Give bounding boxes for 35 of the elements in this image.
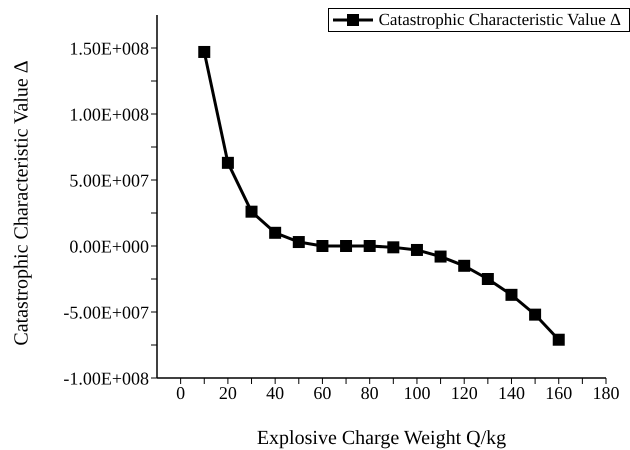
point [529, 308, 542, 321]
x-tick-label: 140 [498, 382, 525, 403]
y-tick-label: 1.00E+008 [69, 104, 149, 124]
y-tick-label: -5.00E+007 [63, 302, 149, 322]
x-tick-label: 180 [592, 382, 620, 403]
x-tick-label: 20 [218, 382, 237, 403]
x-axis-title: Explosive Charge Weight Q/kg [256, 427, 506, 449]
point [505, 288, 518, 301]
y-tick-label: 1.50E+008 [69, 38, 149, 58]
point [552, 334, 565, 346]
point [387, 241, 400, 254]
y-axis-title: Catastrophic Characteristic Value Δ [10, 60, 34, 346]
point [269, 226, 282, 239]
x-tick-label: 100 [403, 382, 430, 403]
x-tick-label: 80 [360, 382, 379, 403]
point [222, 156, 234, 169]
y-tick-label: 0.00E+000 [69, 236, 149, 256]
point [458, 260, 470, 272]
point [340, 240, 352, 252]
point [246, 206, 258, 218]
point [198, 46, 210, 58]
y-tick-label: -1.00E+008 [63, 368, 149, 388]
x-tick-label: 160 [545, 382, 572, 403]
point [364, 240, 376, 252]
point [482, 273, 494, 285]
point [410, 244, 423, 256]
x-tick-label: 120 [450, 382, 478, 403]
point [292, 236, 305, 248]
y-tick-label: 5.00E+007 [69, 170, 149, 190]
point [316, 240, 328, 252]
x-tick-label: 40 [266, 382, 284, 403]
legend-label: Catastrophic Characteristic Value Δ [378, 10, 621, 30]
point [434, 250, 447, 263]
x-tick-label: 60 [313, 382, 332, 403]
x-tick-label: 0 [176, 382, 186, 403]
